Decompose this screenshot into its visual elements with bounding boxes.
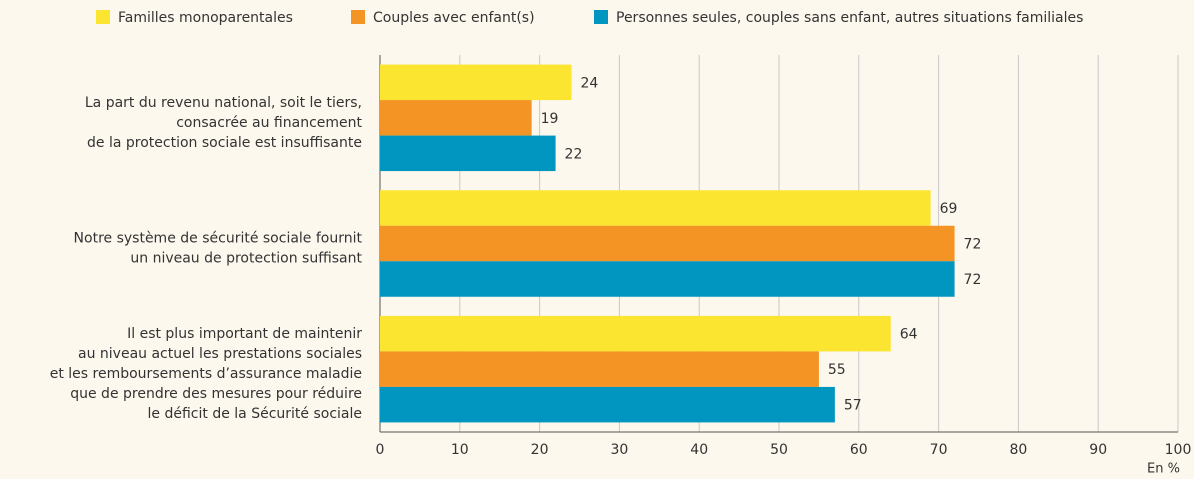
value-label: 72 (964, 237, 982, 253)
category-label: La part du revenu national, soit le tier… (85, 95, 363, 151)
category-label-line: consacrée au financement (176, 115, 362, 131)
category-label-line: de la protection sociale est insuffisant… (87, 135, 362, 151)
category-label-line: le déficit de la Sécurité sociale (148, 406, 362, 422)
x-tick-label: 90 (1089, 442, 1107, 458)
x-tick-label: 10 (451, 442, 469, 458)
category-label: Notre système de sécurité sociale fourni… (74, 231, 363, 267)
category-label-line: La part du revenu national, soit le tier… (85, 95, 362, 111)
legend-label: Personnes seules, couples sans enfant, a… (616, 10, 1083, 26)
value-label: 19 (541, 111, 559, 127)
value-label: 69 (940, 201, 958, 217)
legend-label: Familles monoparentales (118, 10, 293, 26)
value-label: 55 (828, 362, 846, 378)
x-tick-label: 100 (1165, 442, 1192, 458)
value-label: 64 (900, 327, 918, 343)
x-tick-label: 20 (531, 442, 549, 458)
legend-swatch (594, 10, 608, 24)
category-label: Il est plus important de maintenir au niv… (50, 326, 362, 422)
category-label-line: Notre système de sécurité sociale fourni… (74, 231, 363, 247)
category-label-line: et les remboursements d’assurance maladi… (50, 366, 362, 382)
category-label-line: Il est plus important de maintenir (127, 326, 362, 342)
bar (380, 225, 955, 262)
value-label: 57 (844, 398, 862, 414)
bar (380, 261, 955, 297)
x-tick-label: 50 (770, 442, 788, 458)
value-label: 24 (581, 75, 599, 91)
bar (380, 351, 819, 387)
legend-swatch (96, 10, 110, 24)
x-tick-label: 30 (610, 442, 628, 458)
legend-label: Couples avec enfant(s) (373, 10, 535, 26)
category-label-line: que de prendre des mesures pour réduire (70, 386, 362, 402)
value-label: 22 (565, 146, 583, 162)
x-tick-label: 60 (850, 442, 868, 458)
category-label-line: un niveau de protection suffisant (130, 251, 362, 267)
legend-swatch (351, 10, 365, 24)
bar (380, 386, 835, 423)
x-tick-label: 0 (376, 442, 385, 458)
x-tick-label: 80 (1009, 442, 1027, 458)
bar (380, 190, 931, 226)
x-tick-label: 70 (930, 442, 948, 458)
bar (380, 135, 556, 172)
x-unit-label: En % (1147, 462, 1180, 477)
bar (380, 64, 572, 101)
bar (380, 315, 891, 352)
value-label: 72 (964, 272, 982, 288)
x-tick-label: 40 (690, 442, 708, 458)
category-label-line: au niveau actuel les prestations sociale… (78, 346, 362, 362)
bar (380, 100, 532, 136)
